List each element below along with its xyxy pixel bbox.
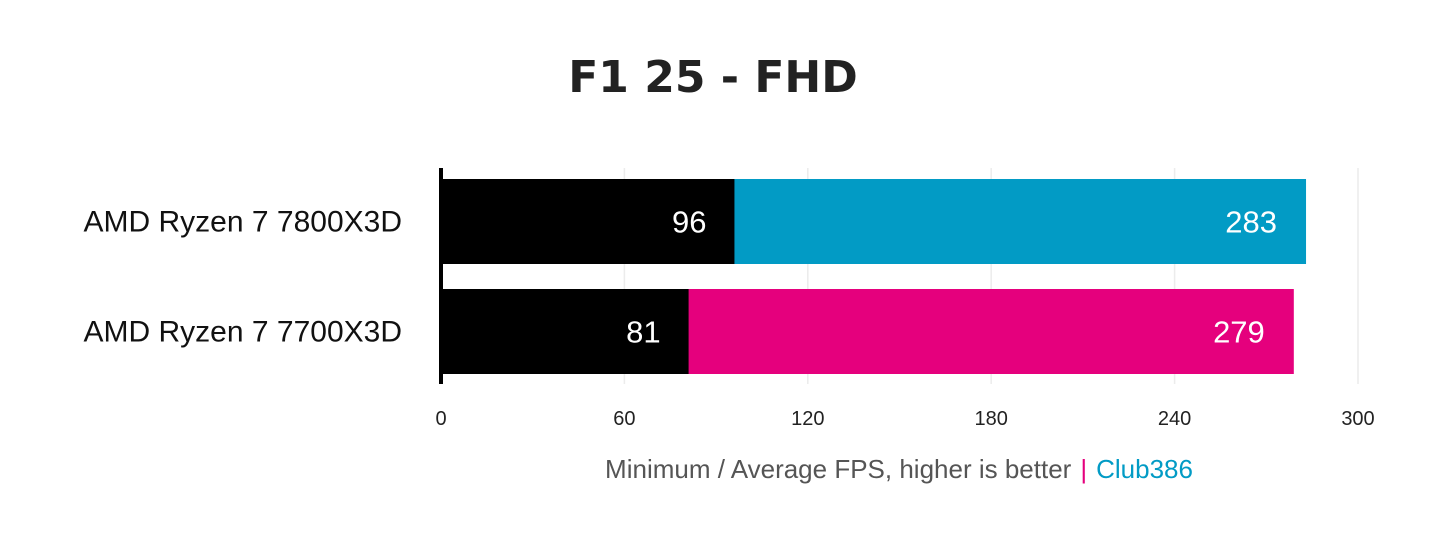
value-label-average: 279 [1213,315,1265,350]
x-tick-label: 300 [1341,408,1374,430]
chart-title: F1 25 - FHD [568,52,858,103]
x-tick-label: 240 [1158,408,1191,430]
x-tick-label: 60 [613,408,635,430]
value-label-average: 283 [1225,205,1277,240]
category-labels: AMD Ryzen 7 7800X3D AMD Ryzen 7 7700X3D [84,206,403,349]
bar-minimum [441,289,689,374]
value-labels: 283 96 279 81 [626,205,1277,350]
value-label-minimum: 96 [672,205,706,240]
x-tick-label: 0 [435,408,446,430]
x-tick-label: 180 [975,408,1008,430]
x-axis-label-main: Minimum / Average FPS, higher is better [605,454,1072,484]
x-tick-labels: 0 60 120 180 240 300 [435,408,1374,430]
bar-minimum [441,179,735,264]
x-axis-label: Minimum / Average FPS, higher is better |… [605,454,1193,484]
category-label: AMD Ryzen 7 7800X3D [84,206,403,239]
category-label: AMD Ryzen 7 7700X3D [84,316,403,349]
x-axis-label-separator: | [1080,454,1087,484]
bars [441,179,1307,374]
brand-label: Club386 [1096,454,1193,484]
value-label-minimum: 81 [626,315,660,350]
x-tick-label: 120 [791,408,824,430]
